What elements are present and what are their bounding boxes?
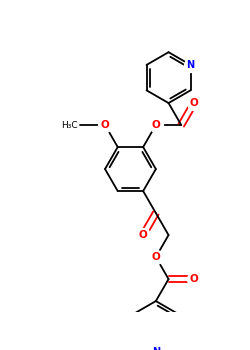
Text: O: O [101,120,110,130]
Text: O: O [190,98,198,108]
Text: N: N [152,347,160,350]
Text: H₃C: H₃C [61,120,77,130]
Text: O: O [152,120,160,130]
Text: O: O [139,230,147,240]
Text: O: O [152,252,160,262]
Text: N: N [186,60,194,70]
Text: O: O [190,274,198,284]
